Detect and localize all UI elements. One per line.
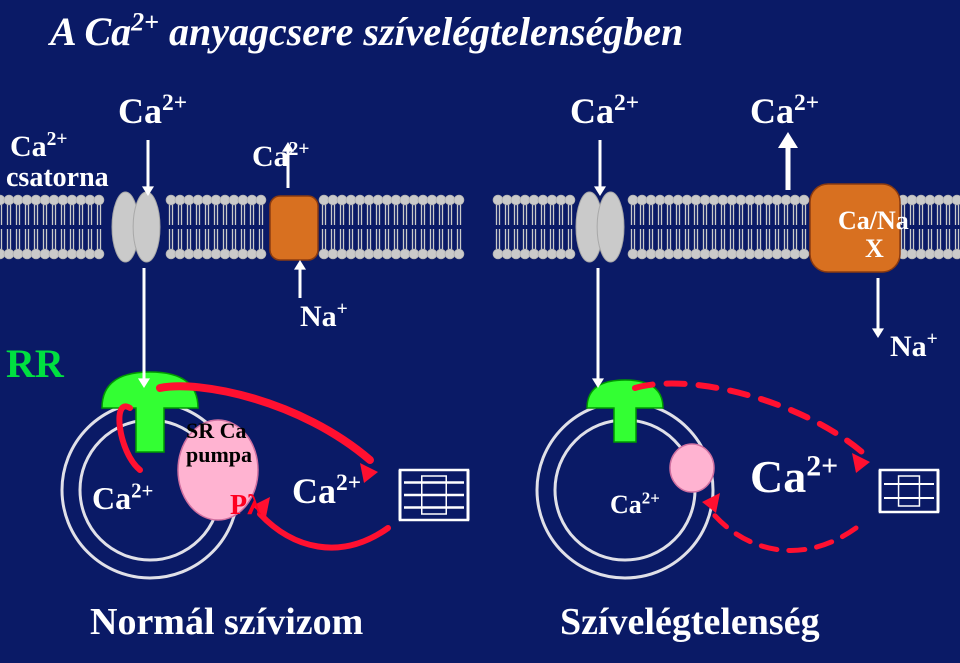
l-ca-sr2: Ca2+ [610, 490, 660, 520]
l-hf: Szívelégtelenség [560, 600, 820, 644]
l-srca1: SR Ca [186, 418, 247, 444]
l-pl: Pλ [230, 490, 261, 522]
l-ca-top3: Ca2+ [750, 90, 819, 132]
l-cana2: X [865, 234, 884, 264]
l-rr: RR [6, 340, 64, 387]
l-srca2: pumpa [186, 442, 252, 468]
l-ca-sr1: Ca2+ [92, 480, 153, 517]
l-na2: Na+ [890, 330, 938, 364]
l-ca-out2: Ca2+ [750, 450, 838, 503]
l-norm: Normál szívizom [90, 600, 363, 644]
l-ca-chan1: Ca2+ [10, 130, 68, 164]
l-ca-top2: Ca2+ [570, 90, 639, 132]
l-cana1: Ca/Na [838, 206, 909, 236]
l-ca-chan2: csatorna [6, 162, 109, 194]
l-ca-top1: Ca2+ [118, 90, 187, 132]
l-na1: Na+ [300, 300, 348, 334]
l-ca-out1: Ca2+ [292, 470, 361, 512]
title: A Ca2+ anyagcsere szívelégtelenségben [50, 8, 683, 55]
l-ca-mid: Ca2+ [252, 140, 310, 174]
